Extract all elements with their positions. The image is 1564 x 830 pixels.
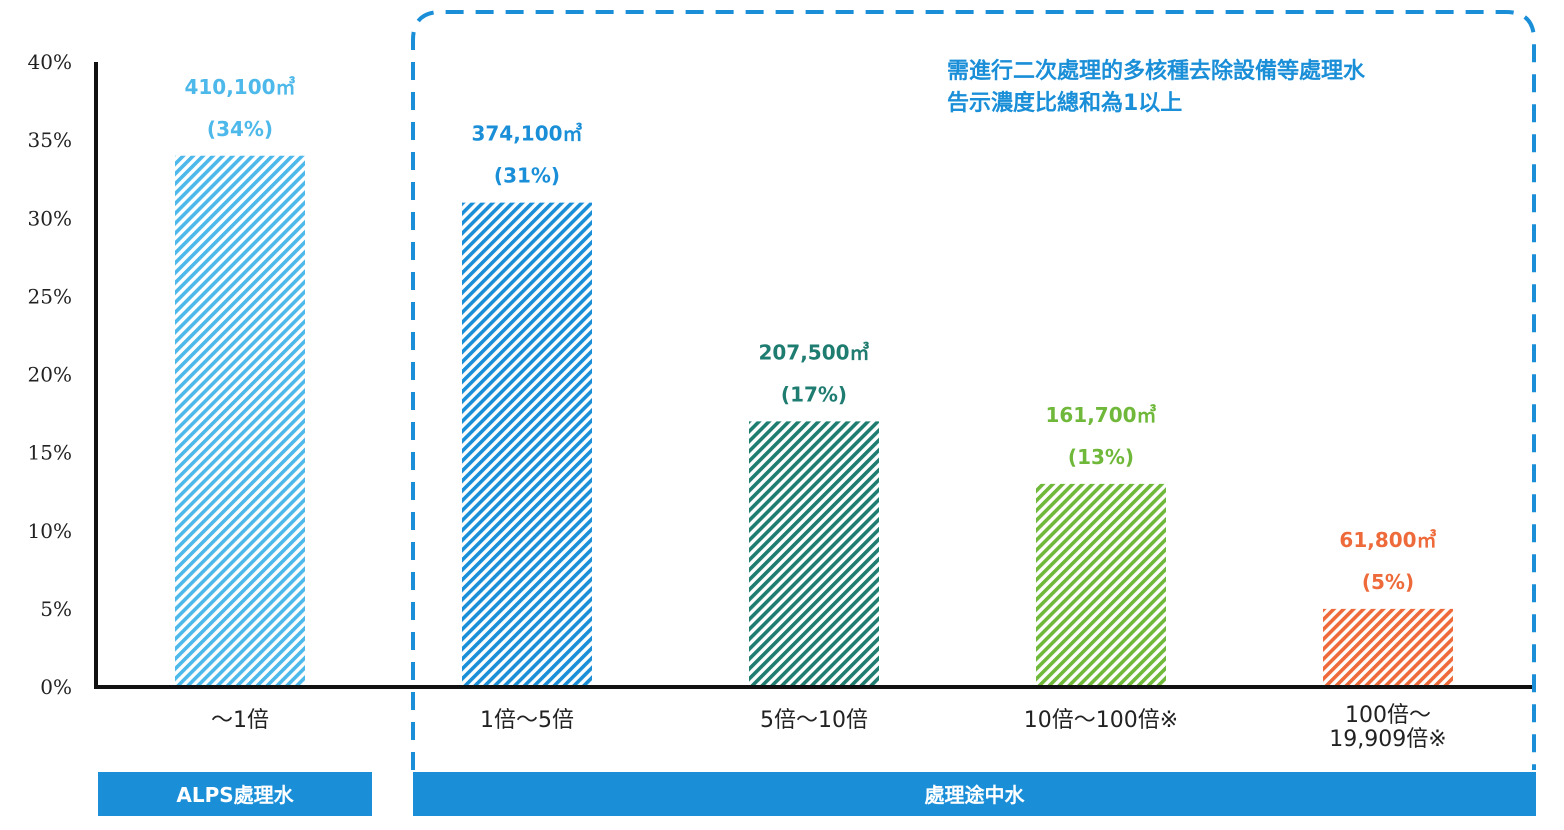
y-tick-label: 20% xyxy=(28,363,72,387)
bar-percent-label: (17%) xyxy=(781,382,847,406)
bar-percent-label: (34%) xyxy=(207,117,273,141)
x-category-label: 10倍～100倍※ xyxy=(1024,708,1178,733)
bar-4 xyxy=(1036,483,1166,687)
y-tick-label: 5% xyxy=(40,597,72,621)
y-tick-label: 40% xyxy=(28,50,72,74)
group-label: 處理途中水 xyxy=(925,783,1026,807)
y-tick-label: 10% xyxy=(28,519,72,543)
y-tick-label: 15% xyxy=(28,441,72,465)
bar-volume-label: 410,100㎥ xyxy=(184,75,295,99)
bar-5 xyxy=(1323,608,1453,687)
bar-3 xyxy=(749,421,879,687)
highlight-dashed-box xyxy=(411,10,1536,770)
bar-1 xyxy=(175,155,305,687)
bar-volume-label: 61,800㎥ xyxy=(1339,528,1436,552)
bar-percent-label: (31%) xyxy=(494,164,560,188)
group-banner-1 xyxy=(98,772,372,816)
x-category-label: 5倍～10倍 xyxy=(760,708,868,733)
bar-2 xyxy=(462,202,592,687)
annotation-line: 告示濃度比總和為1以上 xyxy=(947,90,1182,116)
x-category-label: 19,909倍※ xyxy=(1329,727,1446,752)
bar-percent-label: (5%) xyxy=(1362,570,1414,594)
bar-volume-label: 374,100㎥ xyxy=(471,122,582,146)
x-category-label: ～1倍 xyxy=(211,708,269,733)
x-category-label: 1倍～5倍 xyxy=(480,708,574,733)
bars-layer xyxy=(175,155,1453,687)
axes-layer xyxy=(94,10,1536,816)
y-tick-label: 25% xyxy=(28,284,72,308)
y-tick-label: 0% xyxy=(40,675,72,699)
bar-percent-label: (13%) xyxy=(1068,445,1134,469)
labels-layer: 410,100㎥ (34%) ～1倍 374,100㎥ (31%) 1倍～5倍 207,50… xyxy=(28,50,1447,807)
y-tick-label: 35% xyxy=(28,128,72,152)
bar-volume-label: 207,500㎥ xyxy=(758,340,869,364)
group-banner-2 xyxy=(413,772,1536,816)
annotation-line: 需進行二次處理的多核種去除設備等處理水 xyxy=(947,58,1366,84)
y-tick-label: 30% xyxy=(28,206,72,230)
group-label: ALPS處理水 xyxy=(176,783,294,807)
bar-volume-label: 161,700㎥ xyxy=(1045,403,1156,427)
x-category-label: 100倍～ xyxy=(1345,703,1431,728)
